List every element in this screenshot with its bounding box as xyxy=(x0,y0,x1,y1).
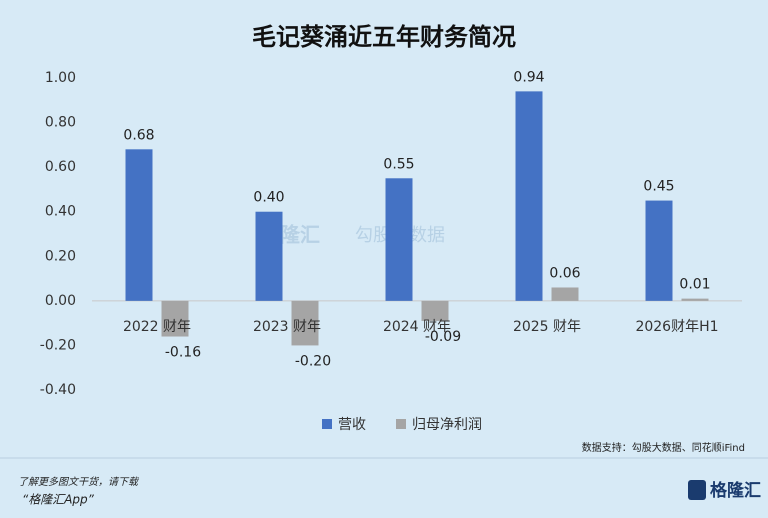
bar xyxy=(161,300,189,337)
y-tick-label: 0.00 xyxy=(45,293,76,309)
x-tick-label: 2024 财年 xyxy=(383,319,451,335)
data-label: 0.68 xyxy=(123,127,154,143)
data-label: 0.01 xyxy=(679,277,710,293)
y-tick-label: -0.40 xyxy=(40,382,76,398)
bar xyxy=(255,211,283,301)
bar xyxy=(125,149,153,301)
data-label: 0.94 xyxy=(513,69,544,85)
bar xyxy=(291,300,319,346)
bar xyxy=(645,200,673,301)
bar xyxy=(681,298,709,301)
y-tick-label: 0.80 xyxy=(45,115,76,131)
x-tick-label: 2026财年H1 xyxy=(635,319,718,335)
bar xyxy=(421,300,449,321)
logo-text: 格隆汇 xyxy=(710,480,761,501)
data-label: 0.06 xyxy=(549,265,580,281)
x-tick-label: 2023 财年 xyxy=(253,319,321,335)
data-label: 0.45 xyxy=(643,179,674,195)
x-tick-label: 2025 财年 xyxy=(513,319,581,335)
y-tick-label: 0.40 xyxy=(45,204,76,220)
y-tick-label: 0.60 xyxy=(45,159,76,175)
footer-text: “格隆汇App” xyxy=(22,493,95,507)
bar xyxy=(551,287,579,301)
footer-text: 了解更多图文干货，请下载 xyxy=(18,476,140,488)
legend-label: 营收 xyxy=(338,417,366,433)
legend-swatch xyxy=(396,419,406,429)
x-tick-label: 2022 财年 xyxy=(123,319,191,335)
logo-icon xyxy=(688,480,706,500)
legend-label: 归母净利润 xyxy=(412,416,482,433)
source-note: 数据支持：勾股大数据、同花顺iFind xyxy=(582,441,745,454)
bar xyxy=(515,91,543,301)
bar xyxy=(385,178,413,301)
data-label: -0.20 xyxy=(295,353,331,369)
y-tick-label: 0.20 xyxy=(45,248,76,264)
y-tick-label: -0.20 xyxy=(40,337,76,353)
data-label: 0.40 xyxy=(253,190,284,206)
data-label: -0.09 xyxy=(425,329,461,345)
y-tick-label: 1.00 xyxy=(45,70,76,86)
chart-title: 毛记葵涌近五年财务简况 xyxy=(252,23,516,51)
data-label: 0.55 xyxy=(383,156,414,172)
data-label: -0.16 xyxy=(165,345,201,361)
legend-swatch xyxy=(322,419,332,429)
